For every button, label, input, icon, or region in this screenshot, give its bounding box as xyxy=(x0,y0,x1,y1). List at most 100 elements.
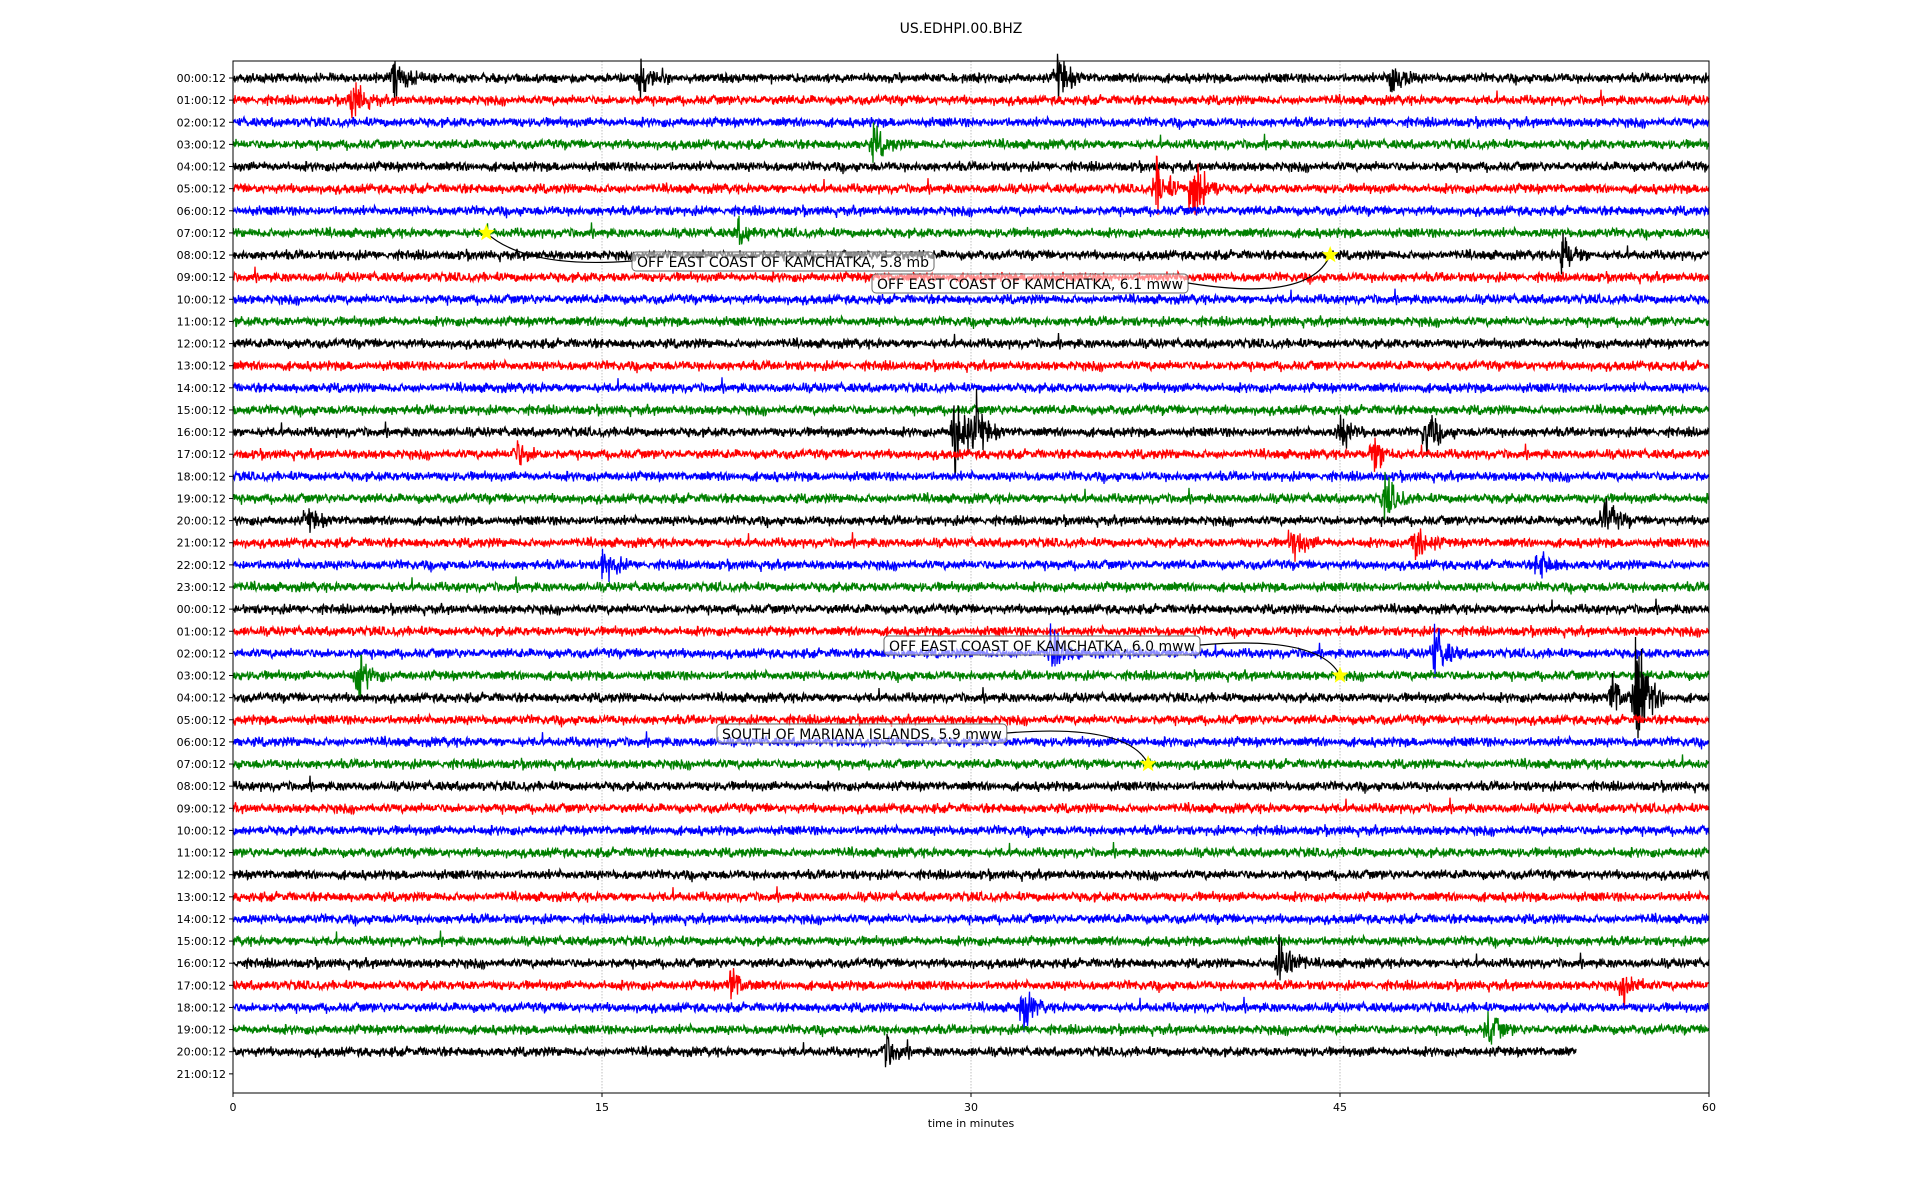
seismogram-trace xyxy=(232,471,1710,523)
y-tick-label: 05:00:12 xyxy=(177,714,226,727)
y-tick-label: 07:00:12 xyxy=(177,758,226,771)
seismogram-trace xyxy=(232,968,1710,1011)
y-tick-label: 17:00:12 xyxy=(177,979,226,992)
seismogram-trace xyxy=(232,155,1710,216)
y-tick-label: 20:00:12 xyxy=(177,515,226,528)
seismogram-trace xyxy=(232,403,1710,418)
chart-title: US.EDHPI.00.BHZ xyxy=(899,21,1023,37)
event-connector xyxy=(485,232,633,264)
y-tick-label: 03:00:12 xyxy=(177,670,226,683)
seismogram-trace xyxy=(232,437,1710,472)
seismogram-trace xyxy=(232,886,1710,904)
seismogram-trace xyxy=(232,797,1710,816)
y-tick-label: 18:00:12 xyxy=(177,470,226,483)
event-annotation: OFF EAST COAST OF KAMCHATKA, 5.8 mb xyxy=(477,223,935,272)
x-tick-label: 45 xyxy=(1333,1101,1347,1114)
seismogram-trace xyxy=(232,388,1710,478)
event-star-icon xyxy=(1139,755,1157,772)
seismogram-trace xyxy=(232,1011,1710,1045)
event-label: OFF EAST COAST OF KAMCHATKA, 6.0 mww xyxy=(889,639,1195,655)
event-label: OFF EAST COAST OF KAMCHATKA, 5.8 mb xyxy=(637,255,929,271)
seismogram-trace xyxy=(232,823,1710,839)
y-tick-label: 15:00:12 xyxy=(177,404,226,417)
x-tick-label: 15 xyxy=(595,1101,609,1114)
seismogram-trace xyxy=(232,576,1710,595)
y-tick-label: 23:00:12 xyxy=(177,581,226,594)
event-star-icon xyxy=(1331,666,1349,683)
seismogram-trace xyxy=(232,991,1710,1033)
y-tick-label: 01:00:12 xyxy=(177,625,226,638)
event-label-box xyxy=(716,723,1008,744)
y-tick-label: 13:00:12 xyxy=(177,360,226,373)
seismogram-trace xyxy=(232,233,1710,275)
y-tick-label: 13:00:12 xyxy=(177,891,226,904)
y-tick-label: 06:00:12 xyxy=(177,736,226,749)
x-tick-label: 60 xyxy=(1702,1101,1716,1114)
y-tick-label: 10:00:12 xyxy=(177,824,226,837)
seismogram-trace xyxy=(232,623,1710,639)
y-tick-label: 21:00:12 xyxy=(177,1068,226,1081)
y-tick-label: 12:00:12 xyxy=(177,338,226,351)
seismogram-trace xyxy=(232,867,1710,883)
seismogram-trace xyxy=(232,53,1710,102)
y-tick-label: 03:00:12 xyxy=(177,138,226,151)
seismogram-trace xyxy=(232,314,1710,330)
y-tick-label: 11:00:12 xyxy=(177,315,226,328)
seismogram-trace xyxy=(232,548,1710,583)
y-tick-label: 19:00:12 xyxy=(177,492,226,505)
seismogram-trace xyxy=(232,654,1710,699)
y-tick-label: 04:00:12 xyxy=(177,161,226,174)
y-tick-label: 09:00:12 xyxy=(177,271,226,284)
seismogram-trace xyxy=(232,377,1710,395)
x-tick-label: 0 xyxy=(230,1101,237,1114)
y-tick-label: 01:00:12 xyxy=(177,94,226,107)
y-tick-label: 14:00:12 xyxy=(177,913,226,926)
event-label-box xyxy=(883,635,1201,656)
y-tick-label: 15:00:12 xyxy=(177,935,226,948)
seismogram-trace xyxy=(232,498,1710,533)
seismogram-trace xyxy=(232,775,1710,794)
y-tick-label: 09:00:12 xyxy=(177,802,226,815)
event-connector xyxy=(1199,642,1341,676)
event-annotation: OFF EAST COAST OF KAMCHATKA, 6.1 mww xyxy=(871,246,1339,294)
seismogram-trace xyxy=(232,332,1710,351)
seismogram-trace xyxy=(232,82,1710,119)
seismogram-trace xyxy=(232,215,1710,245)
seismogram-trace xyxy=(232,598,1710,617)
y-tick-label: 14:00:12 xyxy=(177,382,226,395)
event-annotation: SOUTH OF MARIANA ISLANDS, 5.9 mww xyxy=(716,723,1157,772)
y-tick-label: 05:00:12 xyxy=(177,183,226,196)
seismogram-trace xyxy=(232,912,1710,927)
seismogram-trace xyxy=(232,934,1710,981)
event-label: SOUTH OF MARIANA ISLANDS, 5.9 mww xyxy=(722,727,1002,743)
event-connector xyxy=(1006,730,1149,765)
y-tick-label: 10:00:12 xyxy=(177,293,226,306)
seismogram-trace xyxy=(232,930,1710,949)
seismogram-trace xyxy=(232,754,1710,772)
seismogram-trace xyxy=(232,288,1710,307)
y-tick-label: 11:00:12 xyxy=(177,847,226,860)
event-star-icon xyxy=(477,223,495,241)
y-tick-label: 12:00:12 xyxy=(177,869,226,882)
y-tick-label: 00:00:12 xyxy=(177,72,226,85)
seismogram-trace xyxy=(232,114,1710,130)
y-tick-label: 08:00:12 xyxy=(177,249,226,262)
event-star-icon xyxy=(1321,246,1339,263)
event-label: OFF EAST COAST OF KAMCHATKA, 6.1 mww xyxy=(877,277,1183,293)
seismogram-trace xyxy=(232,712,1710,728)
y-tick-label: 06:00:12 xyxy=(177,205,226,218)
seismogram-trace xyxy=(232,358,1710,374)
y-tick-label: 19:00:12 xyxy=(177,1024,226,1037)
y-tick-label: 02:00:12 xyxy=(177,647,226,660)
y-tick-label: 16:00:12 xyxy=(177,426,226,439)
seismogram-trace xyxy=(232,528,1710,562)
y-tick-label: 02:00:12 xyxy=(177,116,226,129)
seismogram-trace xyxy=(232,203,1710,219)
y-tick-label: 07:00:12 xyxy=(177,227,226,240)
y-tick-label: 21:00:12 xyxy=(177,537,226,550)
y-tick-label: 04:00:12 xyxy=(177,692,226,705)
y-tick-label: 18:00:12 xyxy=(177,1001,226,1014)
event-connector xyxy=(1187,254,1331,290)
y-tick-label: 22:00:12 xyxy=(177,559,226,572)
